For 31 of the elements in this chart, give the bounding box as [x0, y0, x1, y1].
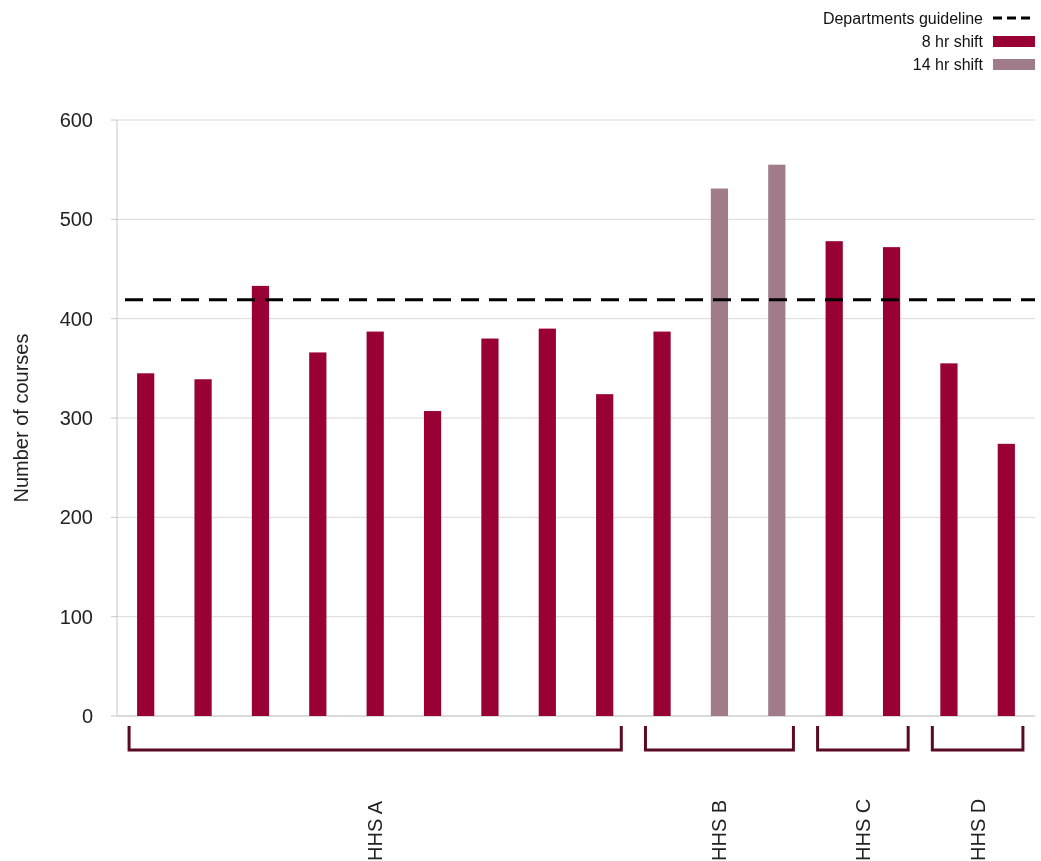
bar	[194, 379, 212, 716]
bar	[825, 241, 843, 716]
text: HHS B	[708, 799, 731, 861]
bar	[596, 394, 614, 716]
bar	[366, 331, 384, 716]
bar	[653, 331, 671, 716]
text: HHS C	[851, 798, 874, 861]
bar	[309, 352, 327, 716]
bar	[768, 164, 786, 716]
legend-label: Departments guideline	[822, 9, 984, 27]
bar	[882, 247, 901, 716]
bar	[538, 328, 556, 716]
bar	[481, 338, 499, 716]
y-axis-title: Number of courses	[10, 333, 32, 503]
y-tick-label: 300	[59, 407, 93, 429]
bar	[940, 363, 958, 716]
y-tick-label: 0	[81, 705, 93, 727]
text: HHS D	[966, 798, 989, 861]
legend-label: 8 hr shift	[921, 32, 984, 50]
y-tick-label: 200	[59, 506, 93, 529]
bar	[997, 443, 1015, 716]
y-tick-label: 100	[59, 605, 93, 628]
y-tick-label: 600	[59, 109, 93, 131]
bar	[137, 373, 155, 716]
text: HHS A	[364, 800, 387, 861]
bar	[423, 411, 442, 716]
bar	[251, 285, 270, 716]
y-tick-label: 400	[59, 307, 93, 330]
legend-label: 14 hr shift	[912, 55, 984, 73]
y-tick-label: 500	[59, 208, 93, 231]
bar	[710, 188, 729, 716]
